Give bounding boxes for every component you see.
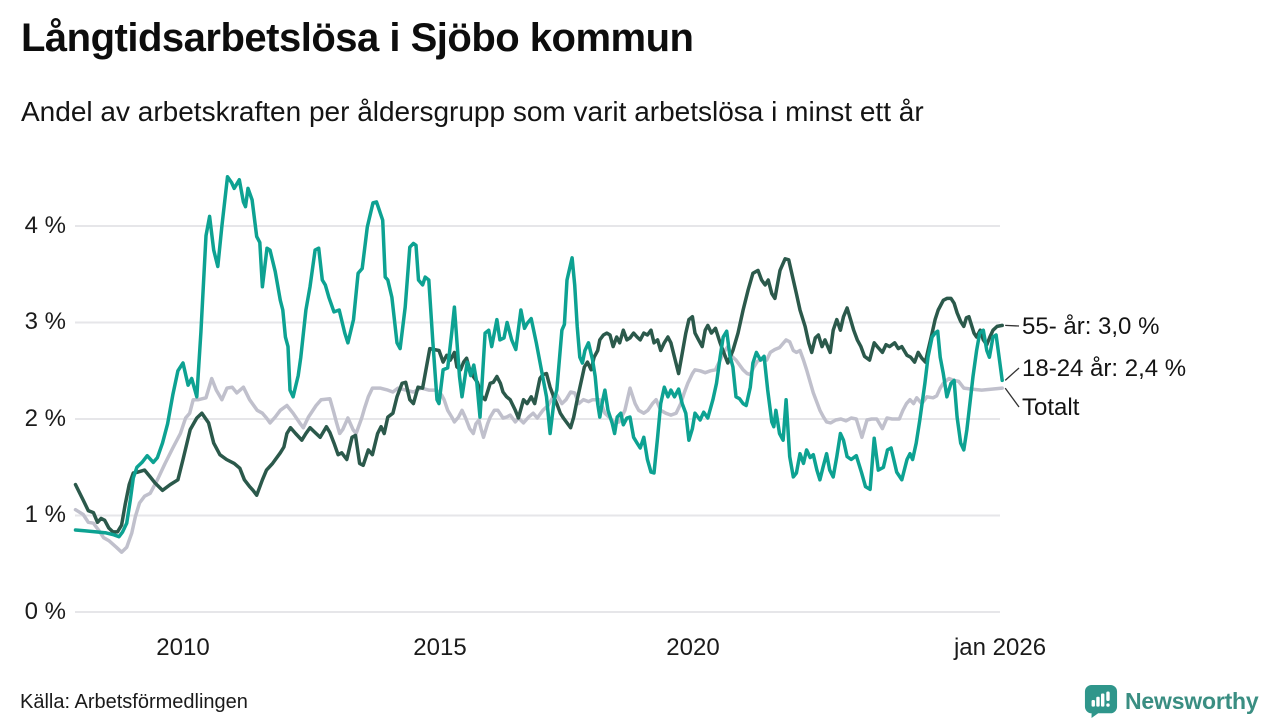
x-axis-tick-2015: 2015 [413,634,467,661]
y-axis-tick-1: 1 % [24,501,66,528]
source-credit: Källa: Arbetsförmedlingen [20,691,248,713]
y-axis-tick-4: 4 % [24,212,66,239]
y-axis-tick-0: 0 % [24,598,66,625]
series-label-18-24: 18-24 år: 2,4 % [1022,355,1187,382]
x-axis-tick-2010: 2010 [156,634,210,661]
page-title: Långtidsarbetslösa i Sjöbo kommun [21,16,694,60]
page-subtitle: Andel av arbetskraften per åldersgrupp s… [21,96,924,127]
y-axis-tick-2: 2 % [24,405,66,432]
newsworthy-logo-text: Newsworthy [1125,688,1259,714]
series-label-totalt: Totalt [1022,394,1080,421]
newsworthy-logo-icon [1084,684,1118,718]
x-axis-tick-2020: 2020 [666,634,720,661]
newsworthy-logo: Newsworthy [1084,684,1259,718]
series-label-55-plus: 55- år: 3,0 % [1022,313,1160,340]
y-axis-tick-3: 3 % [24,308,66,335]
x-axis-tick-jan-2026: jan 2026 [953,634,1047,661]
